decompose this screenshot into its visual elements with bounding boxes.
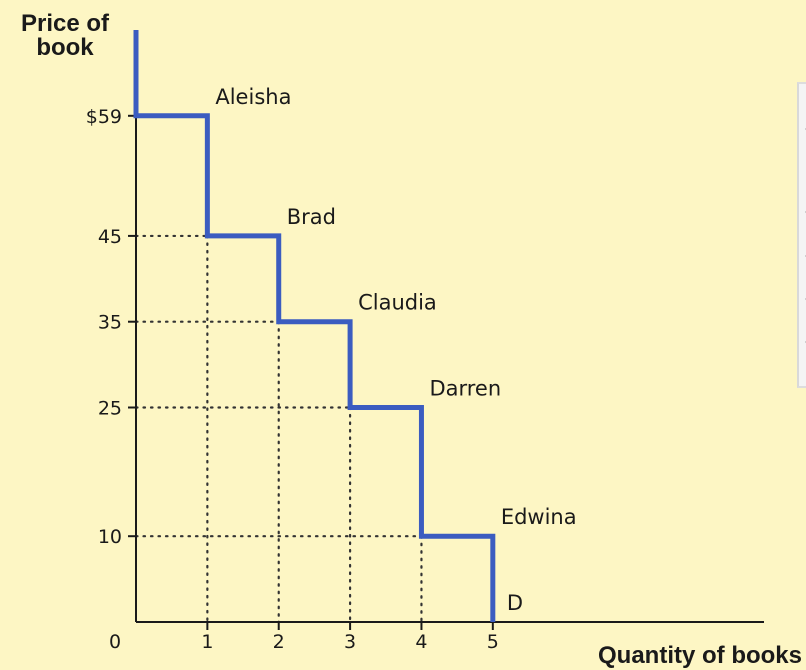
demand-curve-label: D bbox=[507, 591, 523, 615]
y-axis-title-line-2: book bbox=[36, 34, 94, 61]
y-axis-title-line-1: Price of bbox=[20, 10, 110, 37]
buyer-label: Brad bbox=[287, 205, 336, 229]
y-tick-label: 45 bbox=[98, 226, 122, 248]
demand-step-curve bbox=[133, 30, 496, 622]
buyer-label: Edwina bbox=[501, 505, 577, 529]
x-axis-title: Quantity of books bbox=[598, 642, 802, 669]
buyer-label: Claudia bbox=[358, 291, 437, 315]
buyer-label: Aleisha bbox=[215, 85, 291, 109]
x-tick-label: 3 bbox=[344, 631, 356, 653]
y-tick-label: 35 bbox=[98, 312, 122, 334]
y-tick-label: $59 bbox=[86, 106, 122, 128]
origin-label: 0 bbox=[109, 631, 121, 653]
x-tick-label: 5 bbox=[487, 631, 499, 653]
x-tick-label: 4 bbox=[415, 631, 427, 653]
y-axis-title: Price of book bbox=[10, 12, 120, 60]
y-tick-label: 25 bbox=[98, 398, 122, 420]
x-tick-label: 1 bbox=[201, 631, 213, 653]
y-tick-label: 10 bbox=[98, 526, 122, 548]
buyer-label: Darren bbox=[429, 377, 501, 401]
x-tick-label: 2 bbox=[273, 631, 285, 653]
